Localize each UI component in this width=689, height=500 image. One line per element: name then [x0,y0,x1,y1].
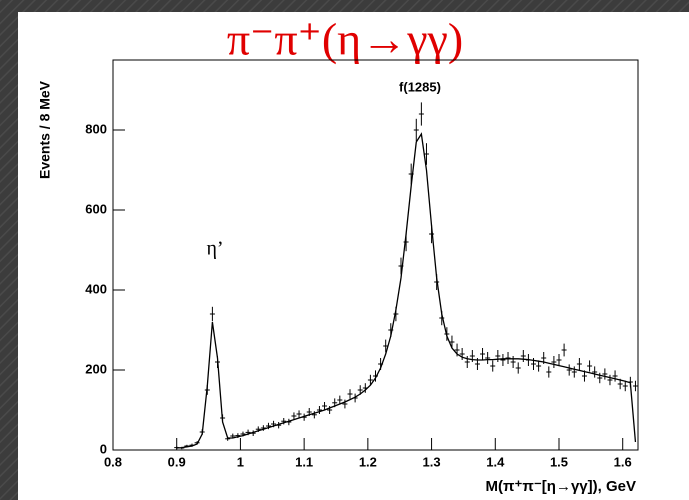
data-point [607,374,613,386]
annotation: η’ [206,238,223,260]
x-tick-label: 0.9 [168,454,186,469]
x-tick-label: 1 [237,454,244,469]
x-tick-label: 1.4 [486,454,505,469]
data-point [546,366,552,378]
data-point [490,360,496,372]
data-point [347,389,353,399]
data-point [632,380,638,392]
data-point [612,370,618,382]
annotation: f(1285) [399,79,441,94]
data-point [515,362,521,374]
y-tick-label: 400 [85,281,107,296]
data-point [505,352,511,364]
y-tick-label: 800 [85,121,107,136]
data-point [587,360,593,372]
data-point [551,356,557,368]
data-point [480,348,486,360]
x-tick-label: 1.1 [295,454,313,469]
data-point [316,406,322,414]
data-point [367,374,373,386]
data-point [296,410,302,418]
data-point [464,356,470,368]
y-tick-label: 600 [85,201,107,216]
data-point [520,350,526,362]
data-point [342,399,348,409]
data-point [418,102,424,126]
x-tick-label: 1.6 [614,454,632,469]
x-tick-label: 1.5 [550,454,568,469]
data-point [622,380,628,392]
data-point [311,411,317,419]
data-point [209,306,215,322]
x-tick-label: 0.8 [104,454,122,469]
data-point [566,364,572,376]
y-axis-label: Events / 8 MeV [37,80,53,179]
data-point [413,118,419,142]
data-point [495,350,501,362]
x-tick-label: 1.2 [359,454,377,469]
data-point [322,402,328,410]
data-point [337,395,343,405]
fit-line [176,132,637,449]
data-point [459,348,465,360]
x-axis-label: M(π⁺π⁻[η→γγ]), GeV [486,478,636,495]
data-point [500,354,506,366]
data-point [592,366,598,378]
data-point [561,343,567,357]
data-point [485,352,491,364]
data-point [602,368,608,380]
plot-frame [112,59,639,451]
data-point [571,366,577,378]
data-point [510,356,516,368]
data-point [576,358,582,370]
data-point [556,354,562,366]
x-tick-label: 1.3 [423,454,441,469]
data-point [449,335,455,349]
y-tick-label: 0 [100,441,107,456]
data-point [291,412,297,420]
chart-title: π⁻π⁺(η→γγ) [227,14,463,65]
data-point [536,360,542,372]
y-tick-label: 200 [85,361,107,376]
panel [18,12,689,500]
